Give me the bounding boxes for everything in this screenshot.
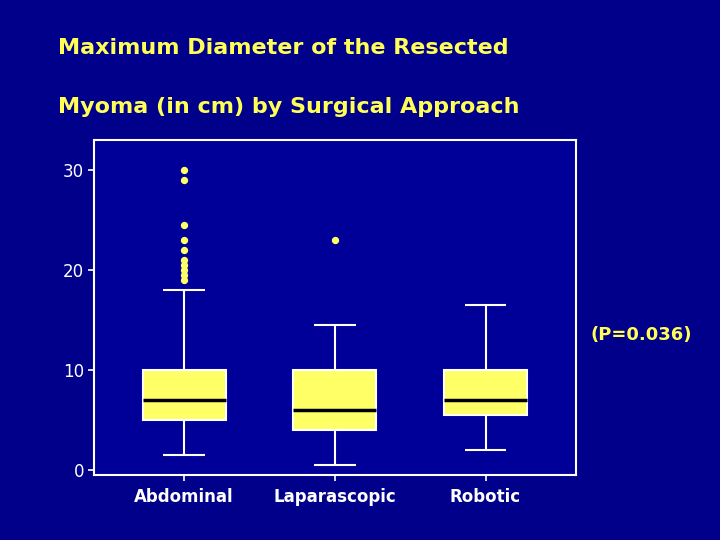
- Text: Myoma (in cm) by Surgical Approach: Myoma (in cm) by Surgical Approach: [58, 97, 519, 117]
- Point: [179, 246, 190, 255]
- Point: [179, 261, 190, 269]
- FancyBboxPatch shape: [444, 370, 527, 415]
- Point: [179, 256, 190, 265]
- Point: [179, 221, 190, 230]
- Point: [179, 176, 190, 185]
- Point: [179, 276, 190, 285]
- Point: [329, 236, 341, 245]
- Text: (P=0.036): (P=0.036): [590, 326, 692, 344]
- FancyBboxPatch shape: [143, 370, 225, 420]
- Text: Maximum Diameter of the Resected: Maximum Diameter of the Resected: [58, 38, 508, 58]
- Point: [179, 271, 190, 280]
- Point: [179, 166, 190, 175]
- FancyBboxPatch shape: [293, 370, 377, 430]
- Point: [179, 236, 190, 245]
- Point: [179, 266, 190, 275]
